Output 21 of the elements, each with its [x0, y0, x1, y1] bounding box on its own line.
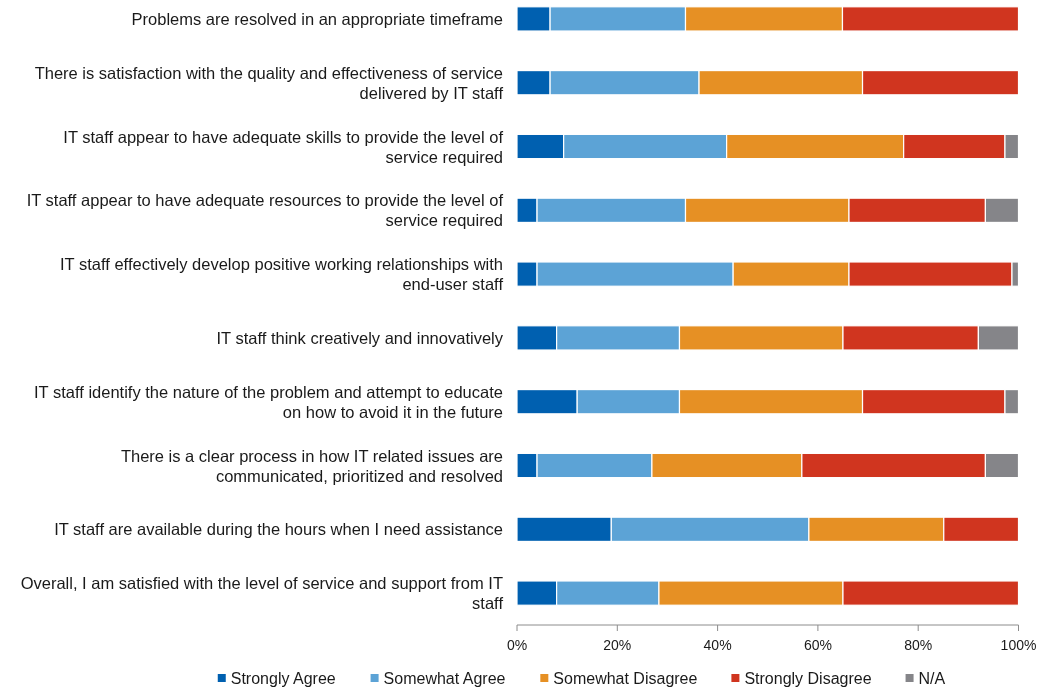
- y-tick-label: Overall, I am satisfied with the level of service and support from IT staff: [20, 574, 504, 613]
- x-tick-label: 80%: [904, 637, 933, 653]
- y-tick-label: Problems are resolved in an appropriate timeframe: [131, 9, 503, 28]
- x-tick-label: 20%: [603, 637, 632, 653]
- legend-label: Strongly Disagree: [744, 669, 872, 687]
- y-tick-label: IT staff think creatively and innovatively: [216, 328, 504, 347]
- x-tick-label: 40%: [703, 637, 732, 653]
- legend-label: Somewhat Agree: [383, 669, 506, 687]
- y-tick-label: IT staff are available during the hours when I need assistance: [54, 520, 503, 539]
- legend-label: Strongly Agree: [230, 669, 336, 687]
- y-tick-label: IT staff identify the nature of the problem and attempt to educate on how to avoid it in the future: [33, 382, 503, 421]
- y-tick-label: There is satisfaction with the quality and effectiveness of service delivered by IT staff: [34, 63, 504, 102]
- y-tick-label: IT staff effectively develop positive working relationships with end-user staff: [60, 255, 504, 294]
- x-tick-label: 60%: [803, 637, 832, 653]
- x-tick-label: 0%: [506, 637, 528, 653]
- x-tick-label: 100%: [1000, 637, 1037, 653]
- legend-label: Somewhat Disagree: [553, 669, 698, 687]
- y-tick-label: IT staff appear to have adequate skills to provide the level of service required: [63, 127, 504, 166]
- legend-label: N/A: [918, 669, 946, 687]
- y-tick-label: IT staff appear to have adequate resources to provide the level of service required: [26, 191, 504, 230]
- y-tick-label: There is a clear process in how IT related issues are communicated, prioritized and resolved: [120, 446, 503, 485]
